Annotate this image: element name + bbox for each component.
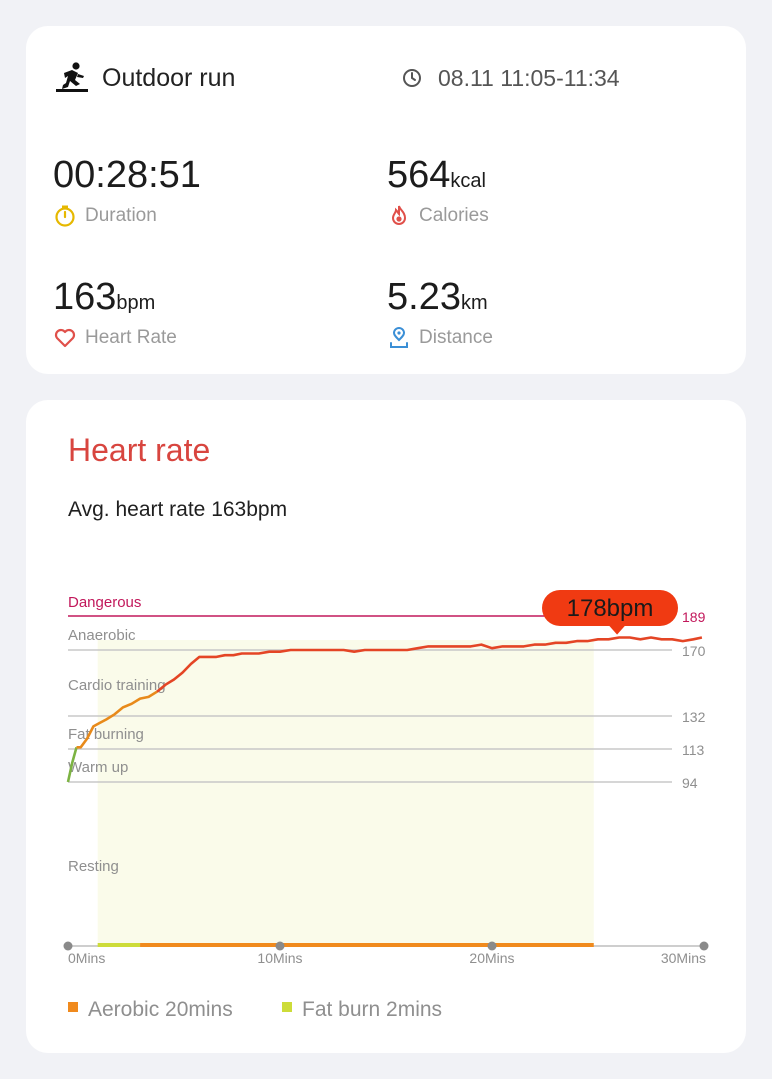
hr-line-fatburn [76, 690, 158, 749]
calories-label: Calories [419, 205, 489, 226]
distance-label: Distance [419, 327, 493, 348]
zone-label: Fat burning [68, 726, 144, 743]
zone-bar-segment [140, 943, 594, 947]
flame-icon [391, 205, 407, 225]
zone-label: Resting [68, 858, 119, 875]
threshold-value-label: 94 [682, 775, 698, 791]
duration-metric: 00:28:51 Duration [53, 154, 201, 227]
x-tick-dot [275, 941, 285, 951]
distance-value: 5.23 [387, 276, 461, 318]
legend-fat-burn-label: Fat burn 2mins [302, 998, 443, 1021]
x-tick-label: 30Mins [661, 950, 706, 966]
heart-rate-label: Heart Rate [85, 327, 177, 348]
zone-label: Warm up [68, 759, 128, 776]
clock-icon [403, 69, 421, 87]
calories-metric: 564kcal Calories [387, 154, 489, 226]
stopwatch-icon [55, 205, 75, 227]
threshold-value-label: 170 [682, 643, 706, 659]
peak-bubble [542, 590, 678, 626]
workout-type: Outdoor run [102, 64, 236, 92]
heart-rate-value: 163 [53, 276, 117, 318]
calories-unit: kcal [450, 170, 486, 192]
x-tick-label: 10Mins [257, 950, 302, 966]
x-tick-label: 20Mins [469, 950, 514, 966]
x-tick-label: 0Mins [68, 950, 105, 966]
shaded-region [97, 640, 594, 946]
heart-rate-unit: bpm [116, 292, 156, 314]
heart-rate-chart: Dangerous Anaerobic Cardio training Fat bur… [63, 590, 709, 966]
zone-label: Anaerobic [68, 627, 136, 644]
location-pin-icon [390, 327, 408, 348]
heart-rate-title: Heart rate [68, 432, 211, 468]
distance-unit: km [460, 292, 488, 314]
threshold-value-label: 189 [682, 609, 706, 625]
workout-time-range: 08.11 11:05-11:34 [438, 65, 620, 91]
average-heart-rate: Avg. heart rate 163bpm [68, 498, 288, 521]
hr-line-warmup [66, 746, 78, 783]
legend-fat-burn-swatch [282, 1002, 292, 1012]
legend-aerobic-label: Aerobic 20mins [88, 998, 233, 1021]
hr-line-cardio [156, 636, 703, 693]
x-tick-dot [63, 941, 73, 951]
threshold-value-label: 132 [682, 709, 706, 725]
zone-label: Dangerous [68, 594, 141, 611]
zone-bar-segment [97, 943, 141, 947]
heart-icon [54, 328, 76, 348]
threshold-value-label: 113 [682, 742, 705, 758]
distance-metric: 5.23km Distance [387, 276, 493, 348]
x-tick-dot [699, 941, 709, 951]
peak-pointer [609, 625, 626, 635]
heart-rate-metric: 163bpm Heart Rate [53, 276, 177, 348]
x-tick-dot [487, 941, 497, 951]
heart-rate-card: Heart rate Avg. heart rate 163bpm Danger… [26, 400, 746, 1053]
zone-label: Cardio training [68, 677, 166, 694]
calories-value: 564 [387, 154, 451, 196]
runner-icon [56, 62, 88, 92]
workout-summary-card: Outdoor run 08.11 11:05-11:34 00:28:51 D… [26, 26, 746, 374]
duration-value: 00:28:51 [53, 154, 201, 196]
peak-label: 178bpm [567, 595, 654, 622]
legend-aerobic-swatch [68, 1002, 78, 1012]
duration-label: Duration [85, 205, 157, 226]
